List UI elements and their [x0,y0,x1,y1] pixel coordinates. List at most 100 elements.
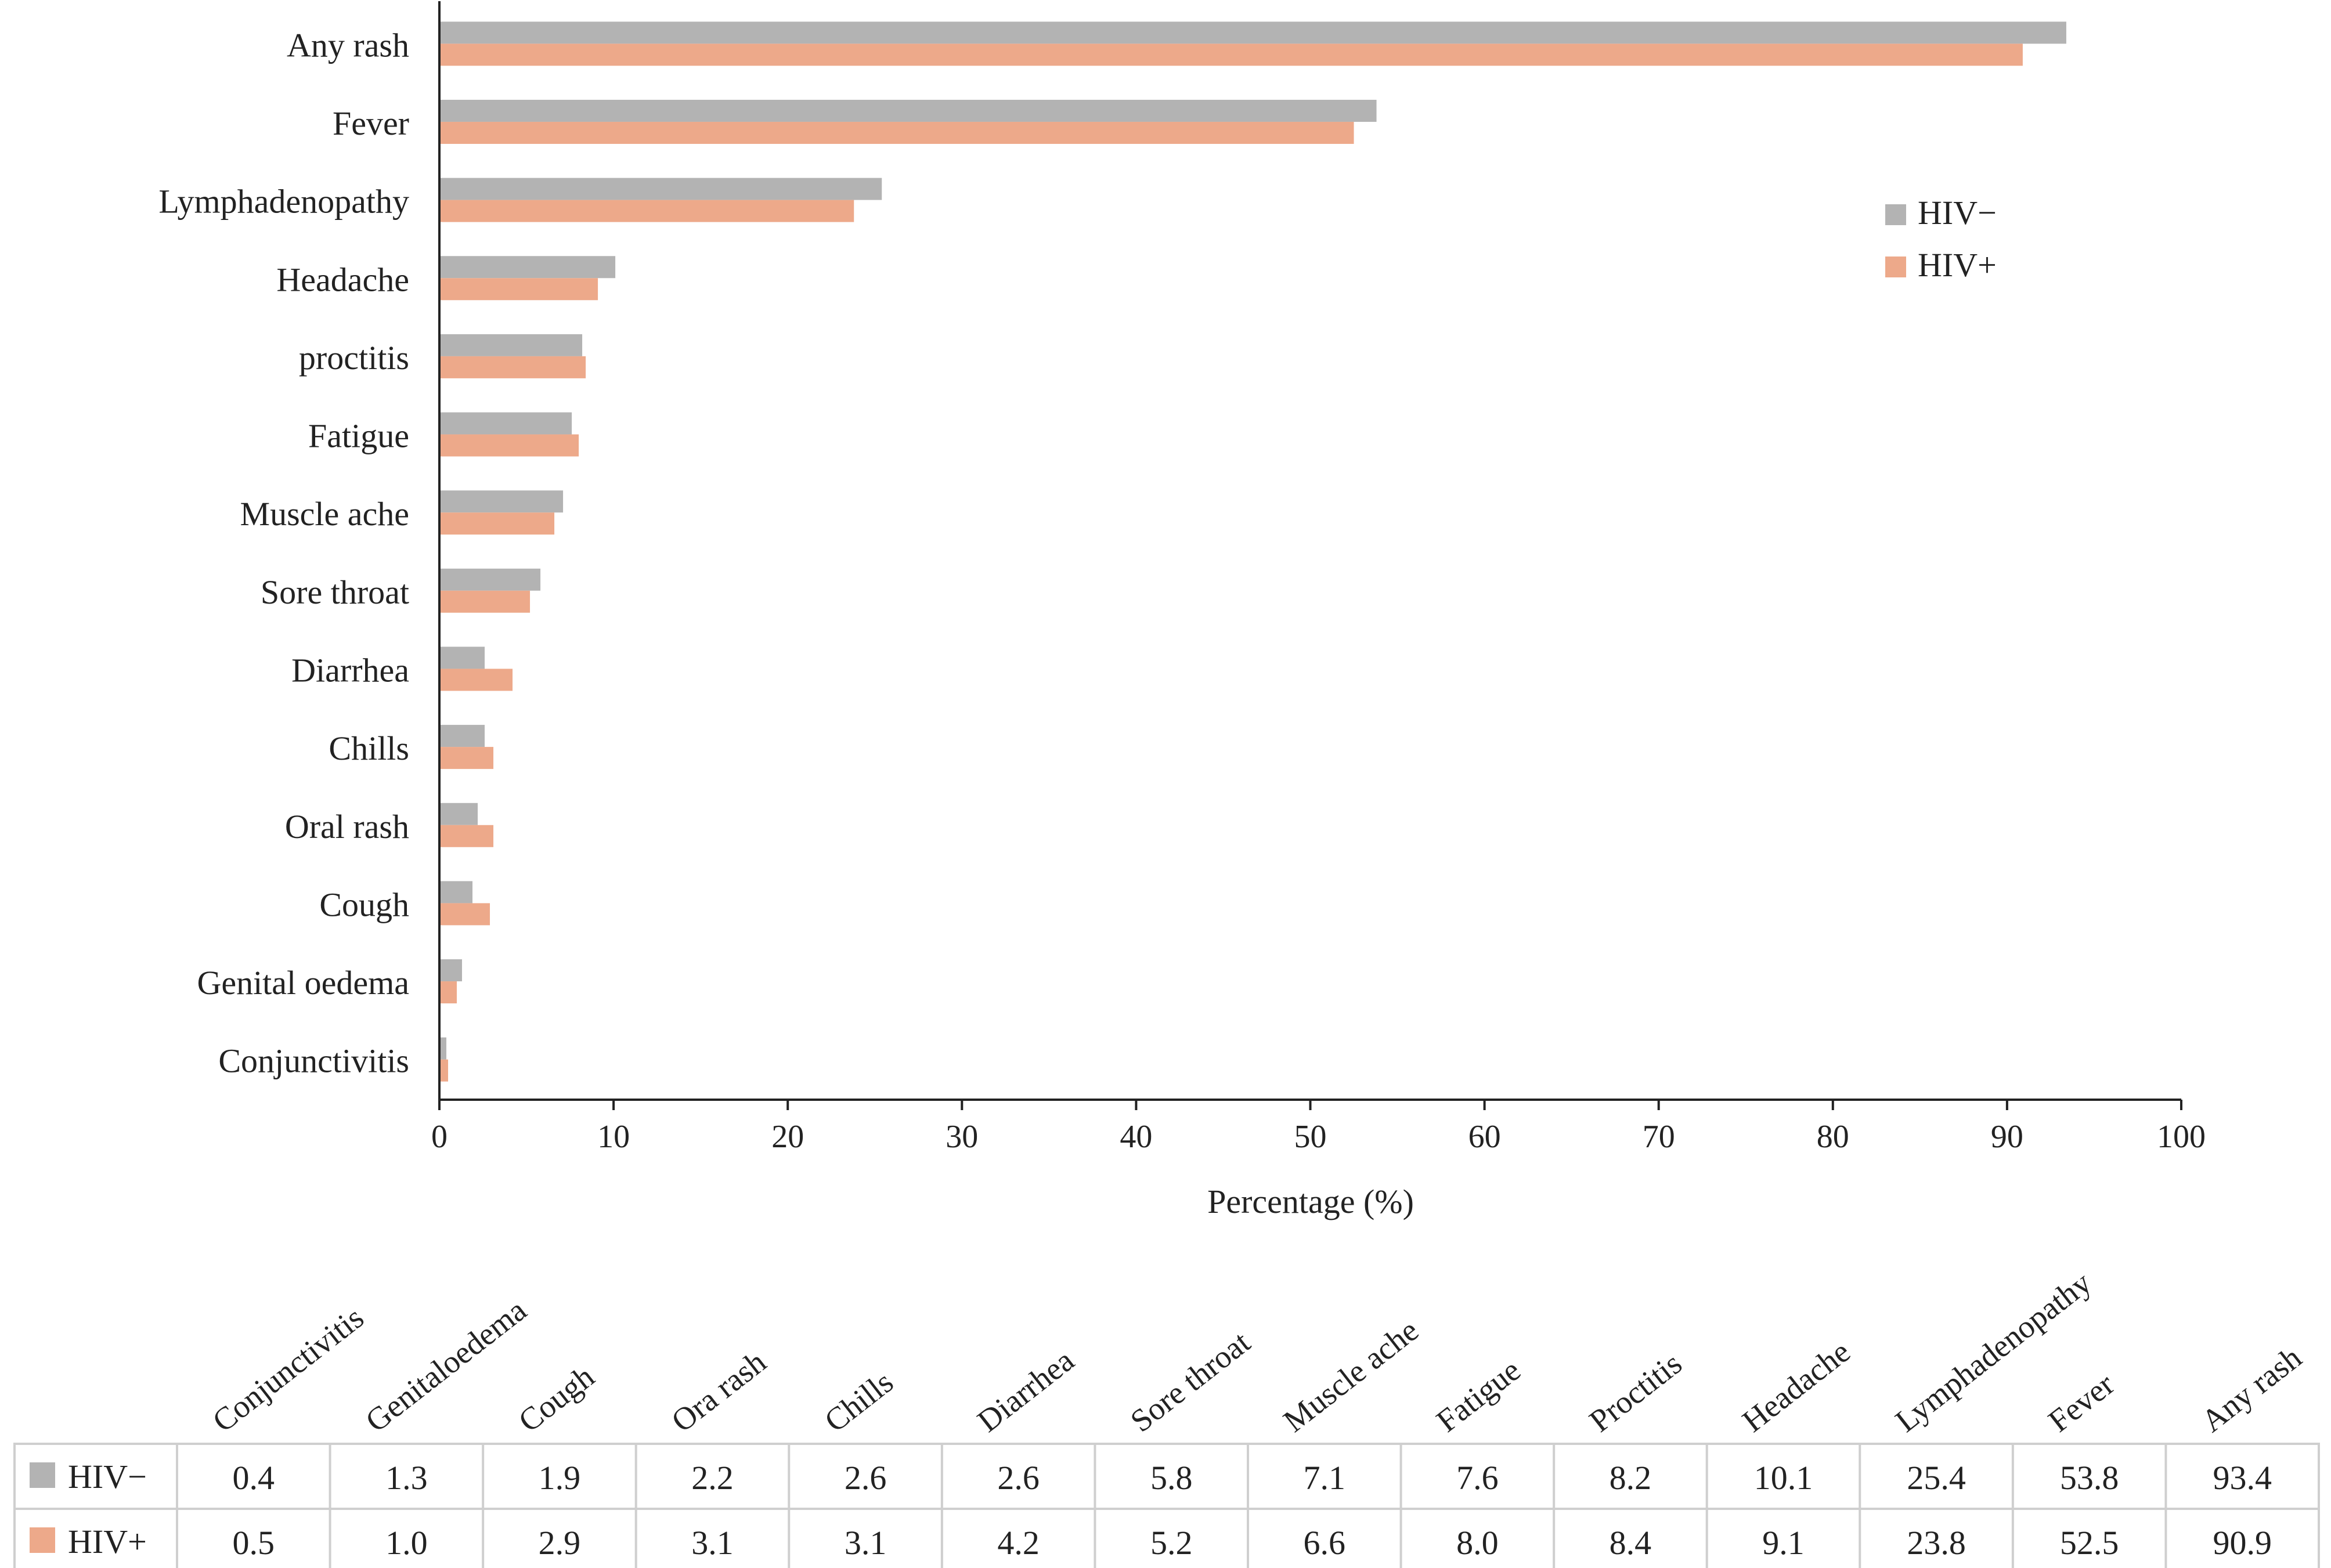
bar-hiv-pos [439,434,579,457]
table-cell: 0.4 [233,1459,275,1497]
bar-hiv-neg [439,256,616,279]
table-column-header: Diarrhea [970,1342,1080,1439]
table-cell: 7.1 [1304,1459,1346,1497]
category-label: Fatigue [308,417,409,455]
bar-hiv-pos [439,747,494,769]
category-label: Muscle ache [240,495,409,533]
category-label: Cough [319,886,409,923]
bar-hiv-neg [439,646,485,669]
table-column-header: Genitaloedema [359,1292,533,1439]
category-label: Oral rash [285,808,409,846]
table-column-header: Ora rash [665,1344,773,1439]
x-tick-label: 30 [946,1119,978,1155]
x-tick-labels: 0 10 20 30 40 50 60 70 80 90 100 [431,1119,2206,1155]
category-label: proctitis [299,339,409,377]
table-cell: 4.2 [997,1524,1040,1562]
bar-hiv-pos [439,356,586,378]
table-column-header: Cough [512,1359,601,1439]
legend-label: HIV− [1918,194,1997,232]
x-tick-label: 60 [1468,1119,1501,1155]
x-tick-label: 20 [771,1119,804,1155]
table-column-header: Sore throat [1124,1324,1257,1439]
table-cell: 1.9 [539,1459,581,1497]
table-row-swatch [30,1462,55,1488]
table-cell: 6.6 [1304,1524,1346,1562]
table-cell: 3.1 [691,1524,734,1562]
table-row-swatch [30,1527,55,1553]
category-label: Diarrhea [291,651,409,689]
table-cell: 93.4 [2213,1459,2272,1497]
x-tick-label: 10 [597,1119,630,1155]
bar-hiv-neg [439,803,478,825]
category-labels: Any rash Fever Lymphadenopathy Headache proc… [158,26,409,1079]
x-tick-label: 80 [1817,1119,1849,1155]
x-tick-label: 90 [1991,1119,2023,1155]
bar-hiv-pos [439,200,854,222]
table-cell: 9.1 [1762,1524,1805,1562]
table-cell: 5.2 [1150,1524,1193,1562]
table-cell: 8.4 [1610,1524,1652,1562]
category-label: Lymphadenopathy [158,183,409,221]
table-row-label: HIV+ [68,1523,147,1560]
table-column-header: Any rash [2195,1339,2308,1439]
table-cell: 0.5 [233,1524,275,1562]
table-cell: 8.0 [1456,1524,1499,1562]
table-cell: 23.8 [1907,1524,1966,1562]
table-column-header: Chills [818,1364,900,1439]
bar-hiv-neg [439,412,572,435]
bars-layer [439,21,2066,1082]
bar-hiv-pos [439,669,513,691]
x-tick-label: 50 [1294,1119,1327,1155]
category-label: Headache [276,261,409,298]
bar-hiv-neg [439,490,564,513]
table-row-label: HIV− [68,1458,147,1495]
table-cell: 3.1 [845,1524,887,1562]
bar-hiv-pos [439,278,598,301]
legend: HIV− HIV+ [1885,194,1997,284]
table-cell: 1.3 [385,1459,428,1497]
table-column-header: Proctitis [1583,1346,1688,1439]
table-cell: 2.6 [845,1459,887,1497]
bar-hiv-neg [439,881,473,904]
bar-hiv-pos [439,512,555,535]
x-tick-label: 70 [1643,1119,1675,1155]
axes [438,1,2182,1110]
bar-hiv-neg [439,334,583,356]
table-column-header: Muscle ache [1277,1312,1425,1439]
bar-hiv-pos [439,121,1354,144]
category-label: Fever [333,104,409,142]
bar-hiv-neg [439,725,485,747]
table-column-header: Fatigue [1430,1352,1527,1439]
bar-hiv-pos [439,981,457,1004]
table-cell: 90.9 [2213,1524,2272,1562]
category-label: Any rash [287,26,409,64]
bar-hiv-pos [439,903,490,926]
table-cell: 10.1 [1754,1459,1813,1497]
legend-swatch [1885,256,1906,277]
x-tick-label: 0 [431,1119,448,1155]
bar-hiv-neg [439,99,1377,122]
table-column-header: Fever [2041,1366,2120,1439]
bar-hiv-neg [439,568,541,591]
bar-hiv-neg [439,178,882,200]
x-tick-label: 100 [2157,1119,2206,1155]
legend-label: HIV+ [1918,246,1997,284]
bar-hiv-neg [439,1037,447,1060]
table-cell: 25.4 [1907,1459,1966,1497]
legend-swatch [1885,204,1906,225]
table-cell: 52.5 [2060,1524,2119,1562]
table-cell: 7.6 [1456,1459,1499,1497]
table-cell: 53.8 [2060,1459,2119,1497]
bar-hiv-pos [439,590,531,613]
x-axis-title: Percentage (%) [1207,1183,1414,1220]
bar-hiv-neg [439,21,2066,44]
table-column-header: Headache [1735,1334,1856,1439]
table-cell: 2.6 [997,1459,1040,1497]
table-cell: 2.9 [539,1524,581,1562]
bar-hiv-pos [439,1059,449,1082]
table-cell: 1.0 [385,1524,428,1562]
x-tick-label: 40 [1120,1119,1152,1155]
category-label: Conjunctivitis [218,1042,409,1080]
